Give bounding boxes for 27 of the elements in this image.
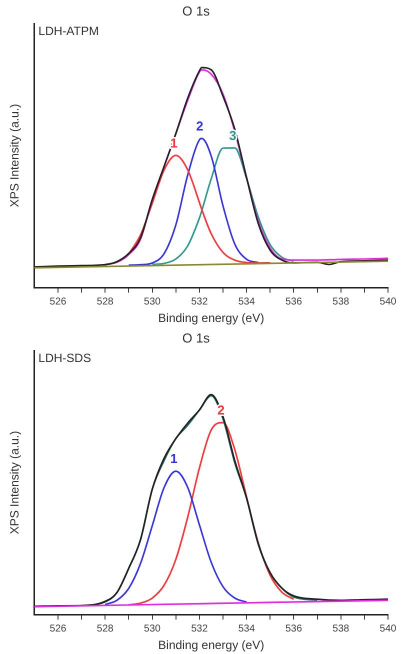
x-tick-label: 534 xyxy=(238,623,256,634)
x-tick-label: 526 xyxy=(50,623,67,634)
x-tick-label: 536 xyxy=(285,623,302,634)
y-axis-title: XPS Intensity (a.u.) xyxy=(8,104,22,208)
chart-title: O 1s xyxy=(182,3,210,18)
x-tick-label: 530 xyxy=(144,296,162,308)
x-tick-label: 540 xyxy=(380,296,397,308)
y-axis-title: XPS Intensity (a.u.) xyxy=(8,430,22,534)
series-label: 2 xyxy=(196,118,204,134)
chart-title: O 1s xyxy=(182,330,210,346)
series-label: 3 xyxy=(229,128,236,143)
x-tick-label: 528 xyxy=(96,296,114,308)
series-label: 1 xyxy=(170,451,178,466)
x-tick-label: 532 xyxy=(191,296,208,308)
x-tick-label: 538 xyxy=(332,296,350,308)
text: LDH-SDS xyxy=(38,350,92,365)
x-tick-label: 532 xyxy=(191,623,208,634)
x-tick-label: 530 xyxy=(144,623,162,634)
x-tick-label: 538 xyxy=(332,623,350,634)
x-tick-label: 540 xyxy=(380,623,397,634)
x-axis-title: Binding energy (eV) xyxy=(158,638,264,652)
x-tick-label: 526 xyxy=(50,296,67,308)
x-tick-label: 536 xyxy=(285,296,302,308)
text: LDH-ATPM xyxy=(38,24,99,38)
x-axis-title: Binding energy (eV) xyxy=(158,311,264,326)
x-tick-label: 534 xyxy=(238,296,256,308)
x-tick-label: 528 xyxy=(96,623,114,634)
